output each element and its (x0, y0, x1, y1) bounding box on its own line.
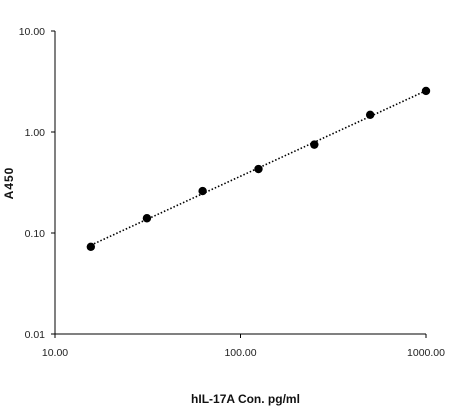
x-tick-label: 10.00 (42, 347, 68, 359)
data-point (310, 140, 319, 149)
data-point (421, 86, 431, 96)
data-point (365, 110, 375, 120)
y-axis-label: A450 (2, 167, 16, 200)
x-tick-label: 1000.00 (407, 347, 445, 359)
data-point (86, 242, 96, 252)
axes (54, 31, 426, 335)
y-tick-label: 10.00 (19, 26, 45, 38)
data-point (142, 214, 152, 223)
y-tick-label: 1.00 (25, 127, 46, 139)
x-axis-label: hIL-17A Con. pg/ml (191, 392, 300, 406)
y-tick-label: 0.10 (25, 228, 46, 240)
x-tick-label: 100.00 (224, 347, 256, 359)
data-point (198, 186, 207, 196)
data-point (254, 164, 263, 174)
x-axis-ticks: 10.00 100.00 1000.00 (42, 334, 445, 359)
y-axis-ticks: 0.01 0.10 1.00 10.00 (19, 26, 55, 341)
data-points (86, 86, 431, 252)
y-tick-label: 0.01 (25, 329, 46, 341)
